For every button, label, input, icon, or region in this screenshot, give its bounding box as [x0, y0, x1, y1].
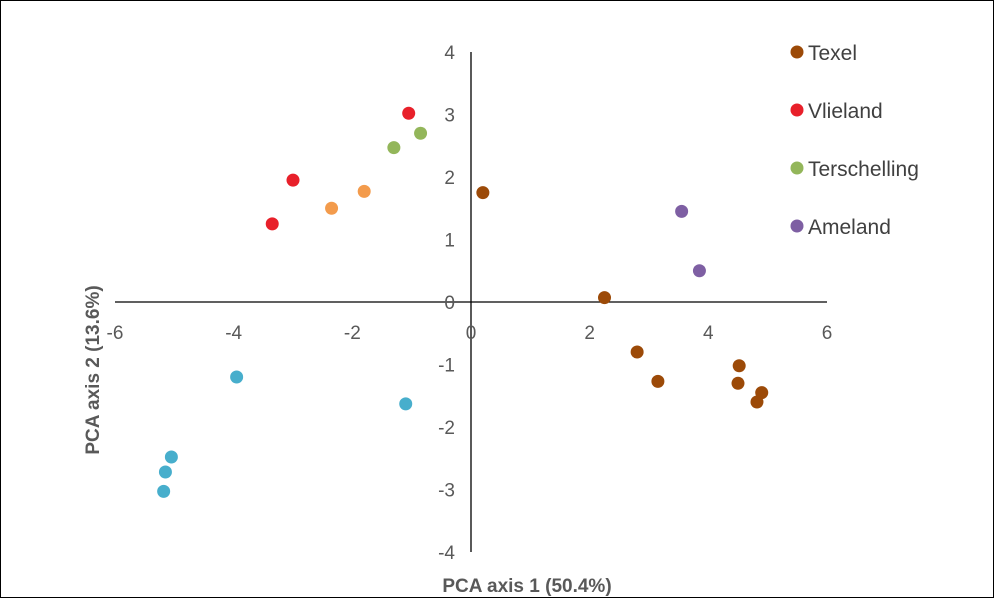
data-point: [286, 173, 300, 187]
data-point: [755, 386, 769, 400]
y-tick-label: 1: [444, 231, 455, 252]
y-tick-label: 4: [444, 43, 455, 64]
data-point: [164, 450, 178, 464]
data-point: [414, 126, 428, 140]
legend-marker: [790, 161, 804, 175]
legend-marker: [790, 45, 804, 59]
legend-label: Terschelling: [808, 158, 919, 181]
data-points: [157, 106, 769, 498]
y-tick-label: 0: [444, 293, 455, 314]
data-point: [732, 359, 746, 373]
x-tick-label: -2: [344, 323, 361, 344]
data-point: [230, 370, 244, 384]
data-point: [651, 374, 665, 388]
legend-marker: [790, 103, 804, 117]
x-tick-label: -6: [107, 323, 124, 344]
data-point: [157, 484, 171, 498]
data-point: [357, 184, 371, 198]
tick-labels: -6 -4 -2 0 2 4 6 -4 -3 -2 -1 0 1 2 3 4: [107, 43, 833, 564]
y-tick-label: -2: [438, 418, 455, 439]
data-point: [692, 264, 706, 278]
legend-label: Ameland: [808, 216, 891, 239]
data-point: [387, 141, 401, 155]
data-point: [476, 186, 490, 200]
x-tick-label: 6: [822, 323, 833, 344]
legend: Texel Vlieland Terschelling Ameland: [790, 42, 919, 239]
x-tick-label: 4: [703, 323, 714, 344]
x-tick-label: -4: [225, 323, 242, 344]
data-point: [399, 397, 413, 411]
data-point: [630, 345, 644, 359]
data-point: [598, 291, 611, 305]
x-tick-label: 2: [584, 323, 595, 344]
y-tick-label: -4: [438, 543, 455, 564]
data-point: [158, 465, 172, 479]
legend-marker: [790, 219, 804, 233]
x-axis-title: PCA axis 1 (50.4%): [442, 576, 611, 597]
data-point: [731, 376, 745, 390]
y-tick-label: -3: [438, 481, 455, 502]
y-tick-label: 2: [444, 168, 455, 189]
x-tick-label: 0: [466, 323, 477, 344]
y-axis-title: PCA axis 2 (13.6%): [83, 285, 104, 454]
data-point: [265, 217, 279, 231]
legend-label: Vlieland: [808, 100, 883, 123]
y-tick-label: 3: [444, 106, 455, 127]
data-point: [402, 106, 416, 120]
legend-label: Texel: [808, 42, 857, 65]
data-point: [675, 204, 689, 218]
axes: [115, 52, 827, 552]
data-point: [325, 201, 339, 215]
y-tick-label: -1: [438, 356, 455, 377]
